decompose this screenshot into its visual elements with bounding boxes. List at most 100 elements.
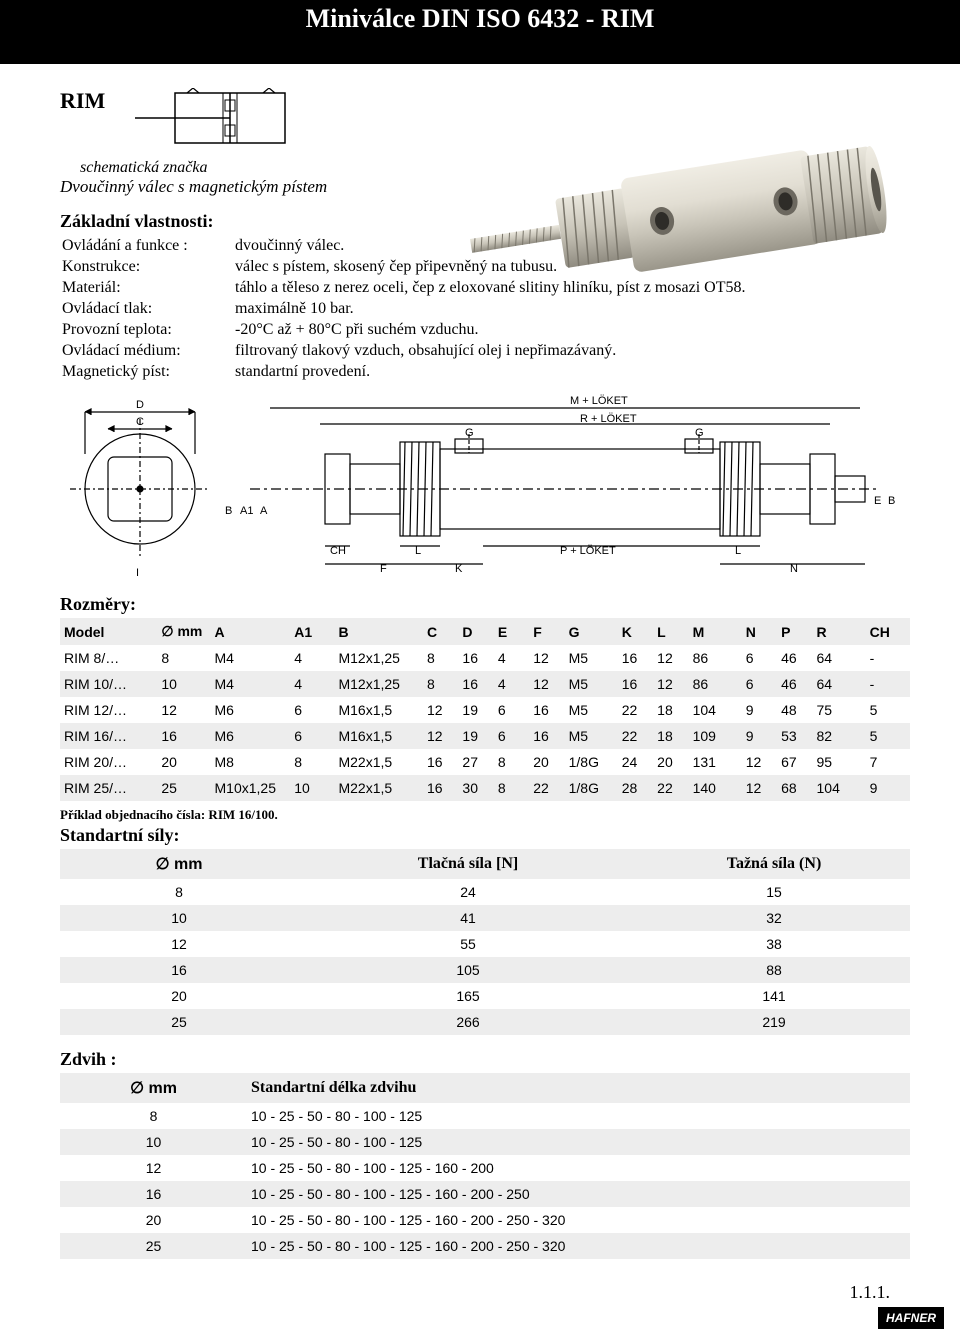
dims-cell: M6 bbox=[211, 697, 291, 723]
forces-title: Standartní síly: bbox=[60, 825, 910, 846]
stroke-dia: 8 bbox=[60, 1103, 247, 1129]
dims-cell: 10 bbox=[290, 775, 334, 801]
dims-cell: 12 bbox=[742, 775, 777, 801]
prop-label: Magnetický píst: bbox=[62, 363, 233, 382]
dims-cell: 53 bbox=[777, 723, 812, 749]
dims-cell: 9 bbox=[742, 723, 777, 749]
dims-cell: RIM 10/… bbox=[60, 671, 157, 697]
dims-col-header: P bbox=[777, 618, 812, 645]
svg-text:G: G bbox=[465, 427, 474, 439]
dims-cell: 64 bbox=[813, 645, 866, 671]
prop-label: Ovládání a funkce : bbox=[62, 237, 233, 256]
dims-cell: 86 bbox=[689, 671, 742, 697]
dims-cell: 8 bbox=[423, 645, 458, 671]
dims-cell: 104 bbox=[689, 697, 742, 723]
svg-text:L: L bbox=[735, 545, 741, 557]
dims-cell: 22 bbox=[653, 775, 688, 801]
stroke-dia: 16 bbox=[60, 1181, 247, 1207]
dims-cell: 82 bbox=[813, 723, 866, 749]
stroke-dia: 25 bbox=[60, 1233, 247, 1259]
dims-col-header: N bbox=[742, 618, 777, 645]
dims-cell: RIM 25/… bbox=[60, 775, 157, 801]
dims-cell: 68 bbox=[777, 775, 812, 801]
dims-cell: 6 bbox=[290, 723, 334, 749]
svg-text:A: A bbox=[260, 505, 268, 517]
dims-cell: M22x1,5 bbox=[334, 775, 423, 801]
forces-cell: 32 bbox=[638, 905, 910, 931]
dims-cell: 6 bbox=[494, 697, 529, 723]
dims-cell: 8 bbox=[423, 671, 458, 697]
prop-label: Provozní teplota: bbox=[62, 321, 233, 340]
forces-cell: 55 bbox=[298, 931, 638, 957]
svg-text:F: F bbox=[380, 563, 387, 575]
svg-text:E: E bbox=[874, 495, 881, 507]
dims-cell: 8 bbox=[290, 749, 334, 775]
svg-text:R + LÖKET: R + LÖKET bbox=[580, 413, 637, 425]
dims-cell: 7 bbox=[866, 749, 910, 775]
dims-col-header: L bbox=[653, 618, 688, 645]
svg-text:P + LÖKET: P + LÖKET bbox=[560, 545, 616, 557]
prop-label: Materiál: bbox=[62, 279, 233, 298]
dims-cell: 104 bbox=[813, 775, 866, 801]
dims-col-header: F bbox=[529, 618, 564, 645]
dims-cell: 19 bbox=[458, 697, 493, 723]
prop-value: standartní provedení. bbox=[235, 363, 752, 382]
dims-cell: 16 bbox=[529, 723, 564, 749]
dims-col-header: C bbox=[423, 618, 458, 645]
forces-cell: 15 bbox=[638, 879, 910, 905]
prop-label: Konstrukce: bbox=[62, 258, 233, 277]
forces-cell: 16 bbox=[60, 957, 298, 983]
dims-cell: 12 bbox=[423, 697, 458, 723]
dims-cell: 46 bbox=[777, 645, 812, 671]
dims-cell: 16 bbox=[529, 697, 564, 723]
svg-text:N: N bbox=[790, 563, 798, 575]
dims-cell: 1/8G bbox=[565, 749, 618, 775]
dims-col-header: B bbox=[334, 618, 423, 645]
dims-cell: 19 bbox=[458, 723, 493, 749]
black-strip bbox=[0, 42, 960, 64]
dims-col-header: E bbox=[494, 618, 529, 645]
dims-cell: M8 bbox=[211, 749, 291, 775]
stroke-table: ∅ mm Standartní délka zdvihu 810 - 25 - … bbox=[60, 1073, 910, 1259]
svg-text:D: D bbox=[136, 399, 144, 411]
dims-cell: M6 bbox=[211, 723, 291, 749]
dims-cell: 16 bbox=[458, 671, 493, 697]
stroke-dia: 20 bbox=[60, 1207, 247, 1233]
dims-cell: 6 bbox=[742, 645, 777, 671]
dims-cell: M5 bbox=[565, 671, 618, 697]
dims-cell: M12x1,25 bbox=[334, 645, 423, 671]
svg-text:B: B bbox=[888, 495, 895, 507]
dims-cell: M12x1,25 bbox=[334, 671, 423, 697]
dims-cell: - bbox=[866, 645, 910, 671]
forces-cell: 266 bbox=[298, 1009, 638, 1035]
dims-cell: 4 bbox=[494, 671, 529, 697]
dims-cell: 12 bbox=[423, 723, 458, 749]
dims-col-header: CH bbox=[866, 618, 910, 645]
prop-value: -20°C až + 80°C při suchém vzduchu. bbox=[235, 321, 752, 340]
svg-text:A1: A1 bbox=[240, 505, 253, 517]
svg-text:B: B bbox=[225, 505, 232, 517]
dims-cell: 1/8G bbox=[565, 775, 618, 801]
forces-cell: 88 bbox=[638, 957, 910, 983]
svg-text:L: L bbox=[415, 545, 421, 557]
dims-cell: 20 bbox=[529, 749, 564, 775]
dims-col-header: M bbox=[689, 618, 742, 645]
dims-cell: M4 bbox=[211, 645, 291, 671]
forces-cell: 105 bbox=[298, 957, 638, 983]
forces-cell: 165 bbox=[298, 983, 638, 1009]
dims-cell: 8 bbox=[494, 749, 529, 775]
dims-cell: 12 bbox=[742, 749, 777, 775]
pull-header: Tažná síla (N) bbox=[638, 849, 910, 879]
dims-title: Rozměry: bbox=[60, 594, 910, 615]
dims-cell: M10x1,25 bbox=[211, 775, 291, 801]
dia-header-2: ∅ mm bbox=[130, 1080, 177, 1097]
dims-cell: M4 bbox=[211, 671, 291, 697]
dims-cell: 46 bbox=[777, 671, 812, 697]
svg-text:CH: CH bbox=[330, 545, 346, 557]
dims-col-header: A1 bbox=[290, 618, 334, 645]
dims-col-header: R bbox=[813, 618, 866, 645]
rim-label: RIM bbox=[60, 88, 105, 114]
dims-cell: RIM 16/… bbox=[60, 723, 157, 749]
dims-cell: M5 bbox=[565, 723, 618, 749]
dims-cell: 20 bbox=[157, 749, 210, 775]
